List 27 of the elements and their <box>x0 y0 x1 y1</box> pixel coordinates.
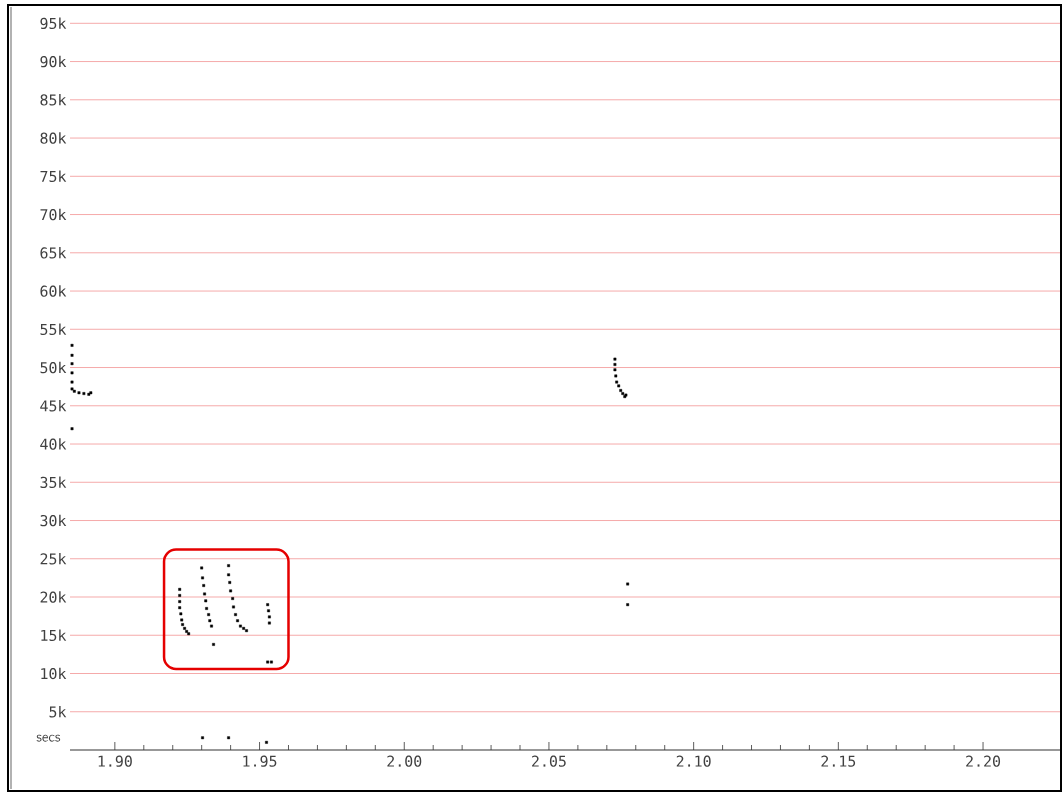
y-tick-label: 65k <box>40 247 67 259</box>
y-tick-label: 95k <box>40 17 67 30</box>
y-tick-label: 75k <box>40 170 67 183</box>
x-tick-label: 2.10 <box>676 755 711 767</box>
x-tick-label: 2.00 <box>387 755 422 767</box>
x-tick-label: 2.20 <box>966 755 1001 767</box>
y-tick-label: 10k <box>41 667 67 680</box>
y-tick-label: 25k <box>40 552 67 565</box>
y-tick-label: 85k <box>40 94 67 106</box>
y-tick-label: 20k <box>40 591 67 603</box>
x-tick-label: 1.95 <box>243 755 277 767</box>
y-tick-label: 30k <box>40 514 67 527</box>
x-tick-label: 2.05 <box>532 755 566 767</box>
y-tick-label: 55k <box>40 323 67 336</box>
y-tick-label: 60k <box>40 285 67 297</box>
y-tick-label: 70k <box>40 208 67 221</box>
x-axis-title: secs <box>36 734 61 742</box>
y-tick-label: 90k <box>40 55 67 68</box>
y-tick-label: 45k <box>40 400 67 412</box>
y-tick-label: 40k <box>40 438 67 450</box>
x-tick-label: 2.15 <box>821 755 856 767</box>
y-tick-label: 15k <box>41 629 67 642</box>
y-tick-label: 5k <box>49 705 67 718</box>
y-tick-label: 80k <box>40 132 67 144</box>
y-tick-label: 50k <box>40 361 67 374</box>
y-tick-label: 35k <box>40 476 67 489</box>
x-tick-label: 1.90 <box>98 755 132 767</box>
